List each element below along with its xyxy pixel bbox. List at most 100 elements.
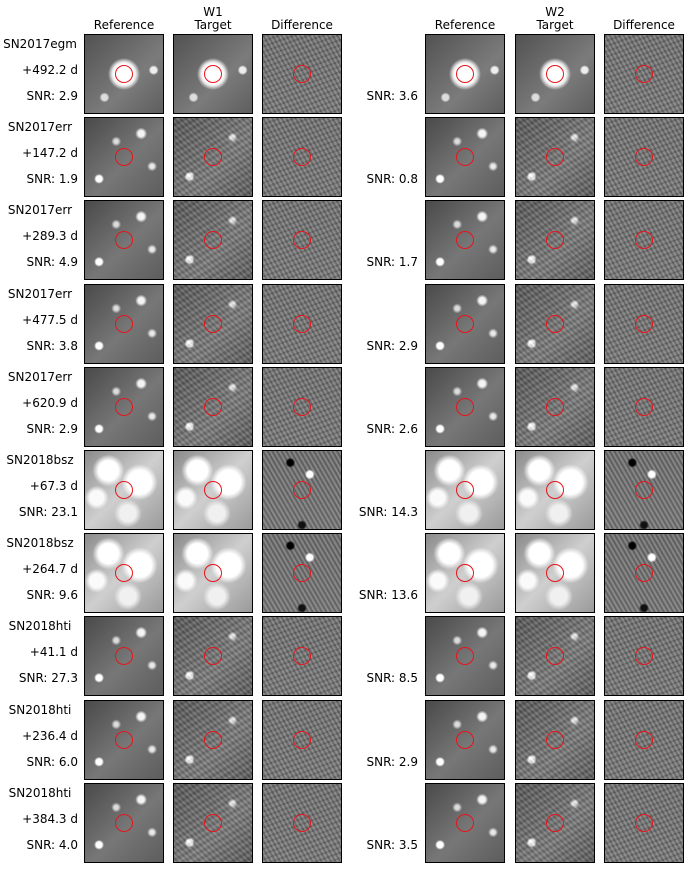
aperture-circle-icon bbox=[115, 65, 133, 83]
aperture-circle-icon bbox=[204, 398, 222, 416]
w2-snr-label: SNR: 13.6 bbox=[358, 588, 418, 602]
aperture-circle-icon bbox=[546, 731, 564, 749]
w2-difference-image bbox=[604, 783, 684, 863]
w2-snr-label: SNR: 3.6 bbox=[366, 89, 418, 103]
aperture-circle-icon bbox=[546, 65, 564, 83]
w1-difference-image bbox=[262, 533, 342, 613]
w1-target-image bbox=[173, 700, 253, 780]
supernova-name: SN2017err bbox=[7, 370, 73, 384]
w2-reference-image bbox=[425, 450, 505, 530]
w2-target-image bbox=[515, 700, 595, 780]
w1-target-image bbox=[173, 284, 253, 364]
aperture-circle-icon bbox=[293, 148, 311, 166]
w1-difference-image bbox=[262, 367, 342, 447]
w1-reference-image bbox=[84, 616, 164, 696]
aperture-circle-icon bbox=[204, 647, 222, 665]
aperture-circle-icon bbox=[546, 814, 564, 832]
phase-label: +289.3 d bbox=[22, 229, 78, 243]
aperture-circle-icon bbox=[293, 481, 311, 499]
aperture-circle-icon bbox=[293, 315, 311, 333]
aperture-circle-icon bbox=[115, 731, 133, 749]
aperture-circle-icon bbox=[546, 647, 564, 665]
aperture-circle-icon bbox=[635, 65, 653, 83]
aperture-circle-icon bbox=[546, 231, 564, 249]
aperture-circle-icon bbox=[635, 731, 653, 749]
w2-target-image bbox=[515, 783, 595, 863]
w2-difference-image bbox=[604, 200, 684, 280]
aperture-circle-icon bbox=[635, 315, 653, 333]
aperture-circle-icon bbox=[456, 148, 474, 166]
w1-snr-label: SNR: 23.1 bbox=[18, 505, 78, 519]
w2-target-image bbox=[515, 200, 595, 280]
w2-snr-label: SNR: 2.9 bbox=[366, 755, 418, 769]
w1-target-image bbox=[173, 616, 253, 696]
aperture-circle-icon bbox=[204, 315, 222, 333]
w2-snr-label: SNR: 14.3 bbox=[358, 505, 418, 519]
phase-label: +41.1 d bbox=[29, 645, 78, 659]
aperture-circle-icon bbox=[635, 398, 653, 416]
w2-difference-image bbox=[604, 367, 684, 447]
w2-snr-label: SNR: 1.7 bbox=[366, 255, 418, 269]
phase-label: +477.5 d bbox=[22, 313, 78, 327]
w1-snr-label: SNR: 2.9 bbox=[26, 422, 78, 436]
phase-label: +264.7 d bbox=[22, 562, 78, 576]
aperture-circle-icon bbox=[456, 315, 474, 333]
w2-target-image bbox=[515, 533, 595, 613]
w1-reference-image bbox=[84, 34, 164, 114]
w2-reference-image bbox=[425, 34, 505, 114]
supernova-name: SN2017err bbox=[7, 203, 73, 217]
w1-difference-header: Difference bbox=[271, 18, 333, 32]
w1-snr-label: SNR: 2.9 bbox=[26, 89, 78, 103]
aperture-circle-icon bbox=[635, 148, 653, 166]
w1-reference-image bbox=[84, 533, 164, 613]
aperture-circle-icon bbox=[456, 731, 474, 749]
aperture-circle-icon bbox=[546, 481, 564, 499]
w1-difference-image bbox=[262, 117, 342, 197]
w2-snr-label: SNR: 2.9 bbox=[366, 339, 418, 353]
aperture-circle-icon bbox=[293, 814, 311, 832]
aperture-circle-icon bbox=[635, 231, 653, 249]
aperture-circle-icon bbox=[204, 481, 222, 499]
w1-reference-image bbox=[84, 700, 164, 780]
w1-snr-label: SNR: 9.6 bbox=[26, 588, 78, 602]
aperture-circle-icon bbox=[204, 231, 222, 249]
aperture-circle-icon bbox=[456, 647, 474, 665]
aperture-circle-icon bbox=[456, 564, 474, 582]
aperture-circle-icon bbox=[293, 647, 311, 665]
w1-band-header: W1 bbox=[203, 5, 223, 19]
aperture-circle-icon bbox=[204, 564, 222, 582]
w2-target-image bbox=[515, 367, 595, 447]
w2-reference-image bbox=[425, 200, 505, 280]
aperture-circle-icon bbox=[293, 398, 311, 416]
aperture-circle-icon bbox=[115, 564, 133, 582]
supernova-name: SN2018hti bbox=[8, 619, 72, 633]
aperture-circle-icon bbox=[635, 814, 653, 832]
w1-difference-image bbox=[262, 783, 342, 863]
aperture-circle-icon bbox=[456, 481, 474, 499]
w1-difference-image bbox=[262, 450, 342, 530]
aperture-circle-icon bbox=[456, 814, 474, 832]
w1-target-image bbox=[173, 533, 253, 613]
w1-target-image bbox=[173, 200, 253, 280]
w2-snr-label: SNR: 8.5 bbox=[366, 671, 418, 685]
aperture-circle-icon bbox=[293, 231, 311, 249]
w2-difference-image bbox=[604, 34, 684, 114]
w2-target-image bbox=[515, 616, 595, 696]
aperture-circle-icon bbox=[115, 398, 133, 416]
w2-difference-image bbox=[604, 700, 684, 780]
supernova-name: SN2017err bbox=[7, 287, 73, 301]
w2-target-image bbox=[515, 284, 595, 364]
supernova-name: SN2018bsz bbox=[6, 453, 74, 467]
aperture-circle-icon bbox=[115, 647, 133, 665]
w1-target-image bbox=[173, 783, 253, 863]
aperture-circle-icon bbox=[115, 231, 133, 249]
w1-target-header: Target bbox=[194, 18, 232, 32]
w2-reference-image bbox=[425, 616, 505, 696]
aperture-circle-icon bbox=[546, 315, 564, 333]
w1-target-image bbox=[173, 367, 253, 447]
w2-target-image bbox=[515, 34, 595, 114]
aperture-circle-icon bbox=[456, 231, 474, 249]
aperture-circle-icon bbox=[293, 731, 311, 749]
w2-reference-image bbox=[425, 117, 505, 197]
w2-difference-image bbox=[604, 533, 684, 613]
